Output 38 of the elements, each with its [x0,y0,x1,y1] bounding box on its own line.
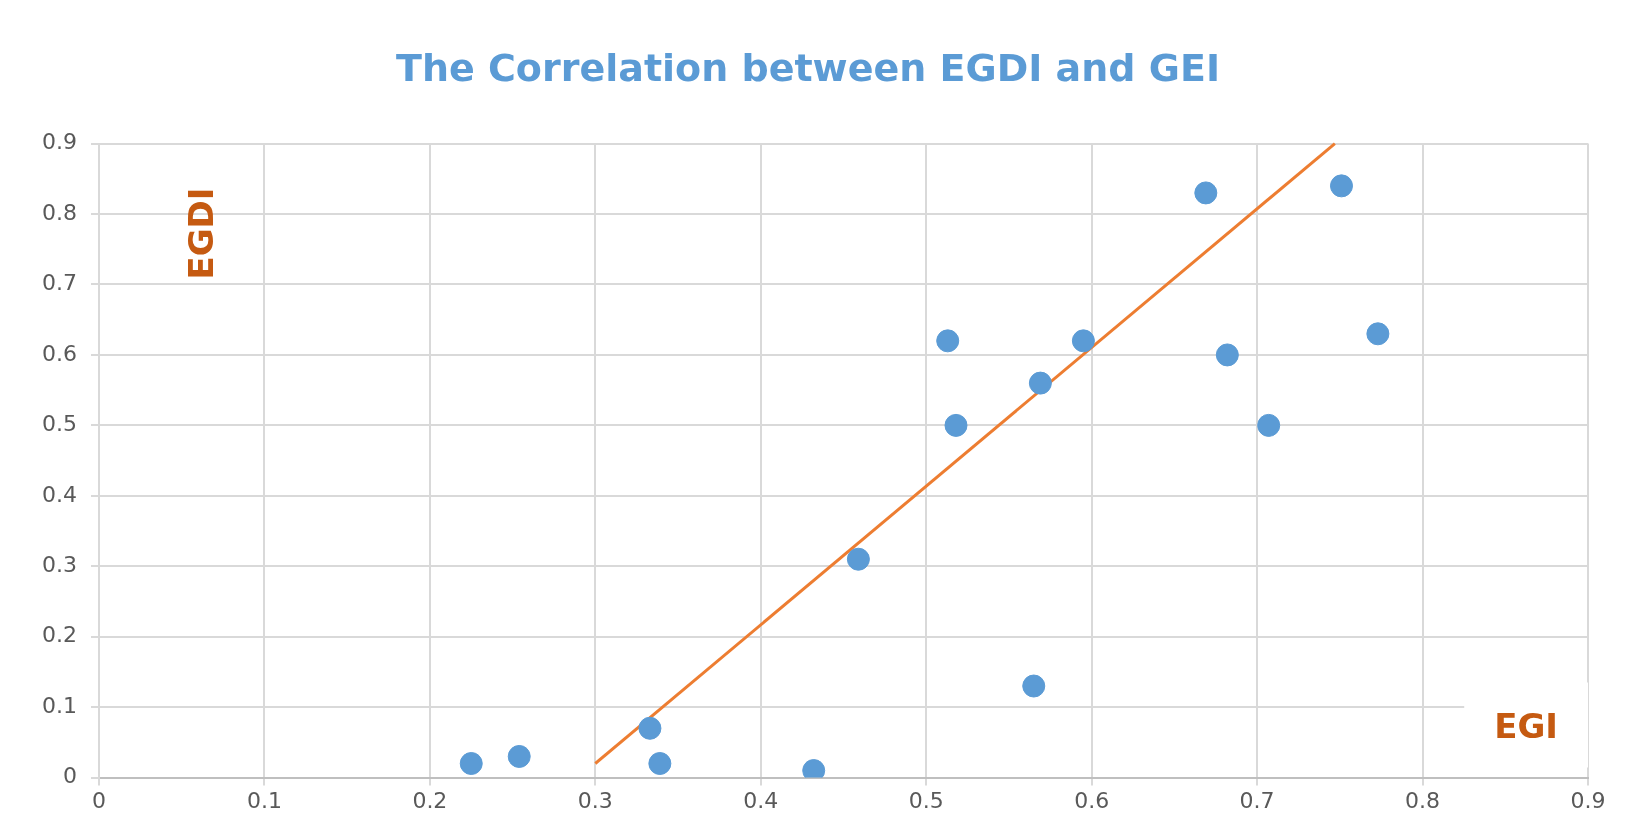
x-tick-label: 0.9 [1570,787,1606,813]
x-tick-label: 0.1 [246,787,282,813]
y-tick-label: 0.3 [41,551,77,577]
x-tick-label: 0 [91,787,106,813]
y-axis-title: EGDI [180,187,221,280]
point [1215,343,1239,367]
x-tick-label: 0.7 [1239,787,1275,813]
x-tick-label: 0.2 [412,787,448,813]
point [936,329,960,353]
point [648,752,672,776]
y-tick-label: 0.6 [41,340,77,366]
y-tick-label: 0.8 [41,199,77,225]
point [846,547,870,571]
point [1257,413,1281,437]
x-tick-label: 0.5 [908,787,944,813]
x-tick-label: 0.6 [1074,787,1110,813]
point [1329,174,1353,198]
y-tick-label: 0.2 [41,622,77,648]
chart-title: The Correlation between EGDI and GEI [395,45,1221,90]
y-tick-label: 0.1 [41,692,77,718]
x-tick-label: 0.3 [577,787,613,813]
point [507,744,531,768]
x-axis-title: EGI [1494,706,1558,747]
point [1028,371,1052,395]
point [1194,181,1218,205]
y-tick-label: 0.7 [41,270,77,296]
point [638,716,662,740]
y-tick-label: 0 [62,763,77,789]
point [459,752,483,776]
y-tick-label: 0.5 [41,411,77,437]
x-tick-label: 0.8 [1405,787,1441,813]
y-tick-label: 0.9 [41,129,77,155]
x-tick-label: 0.4 [743,787,779,813]
point [1022,674,1046,698]
point [1366,322,1390,346]
y-tick-label: 0.4 [41,481,77,507]
point [944,413,968,437]
point [1071,329,1095,353]
